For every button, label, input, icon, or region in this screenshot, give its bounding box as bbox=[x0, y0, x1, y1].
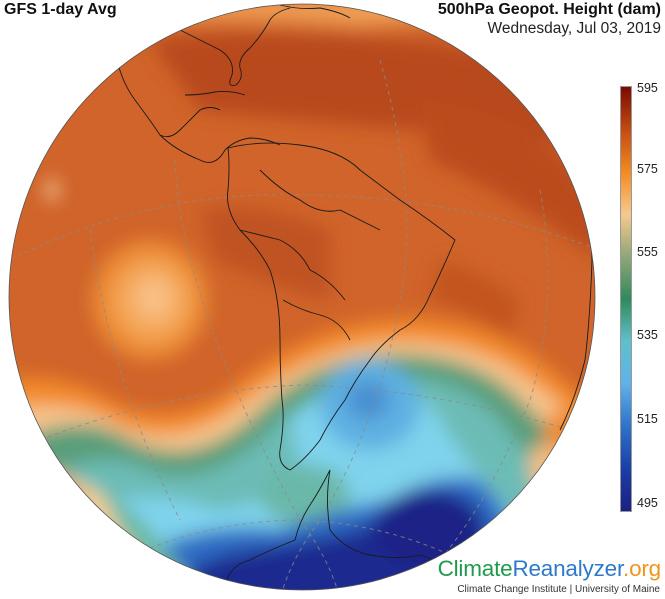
brand-part-climate: Climate bbox=[437, 556, 513, 581]
colorbar-tick-575: 575 bbox=[637, 162, 658, 176]
colorbar bbox=[620, 86, 632, 512]
brand-subtitle: Climate Change Institute | University of… bbox=[457, 584, 660, 595]
colorbar-tick-595: 595 bbox=[637, 81, 658, 95]
brand-part-org: .org bbox=[623, 556, 661, 581]
colorbar-tick-555: 555 bbox=[637, 245, 658, 259]
brand-part-reanalyzer: Reanalyzer bbox=[512, 556, 624, 581]
brand-logo[interactable]: ClimateReanalyzer.org bbox=[437, 556, 662, 582]
colorbar-tick-535: 535 bbox=[637, 328, 658, 342]
globe-outline bbox=[8, 3, 596, 591]
colorbar-tick-495: 495 bbox=[637, 496, 658, 510]
height-field bbox=[9, 4, 595, 590]
coastlines bbox=[114, 4, 593, 590]
date-label: Wednesday, Jul 03, 2019 bbox=[487, 20, 662, 37]
colorbar-tick-515: 515 bbox=[637, 412, 658, 426]
model-title: GFS 1-day Avg bbox=[4, 1, 117, 18]
globe-map bbox=[8, 3, 596, 591]
variable-title: 500hPa Geopot. Height (dam) bbox=[437, 1, 661, 18]
